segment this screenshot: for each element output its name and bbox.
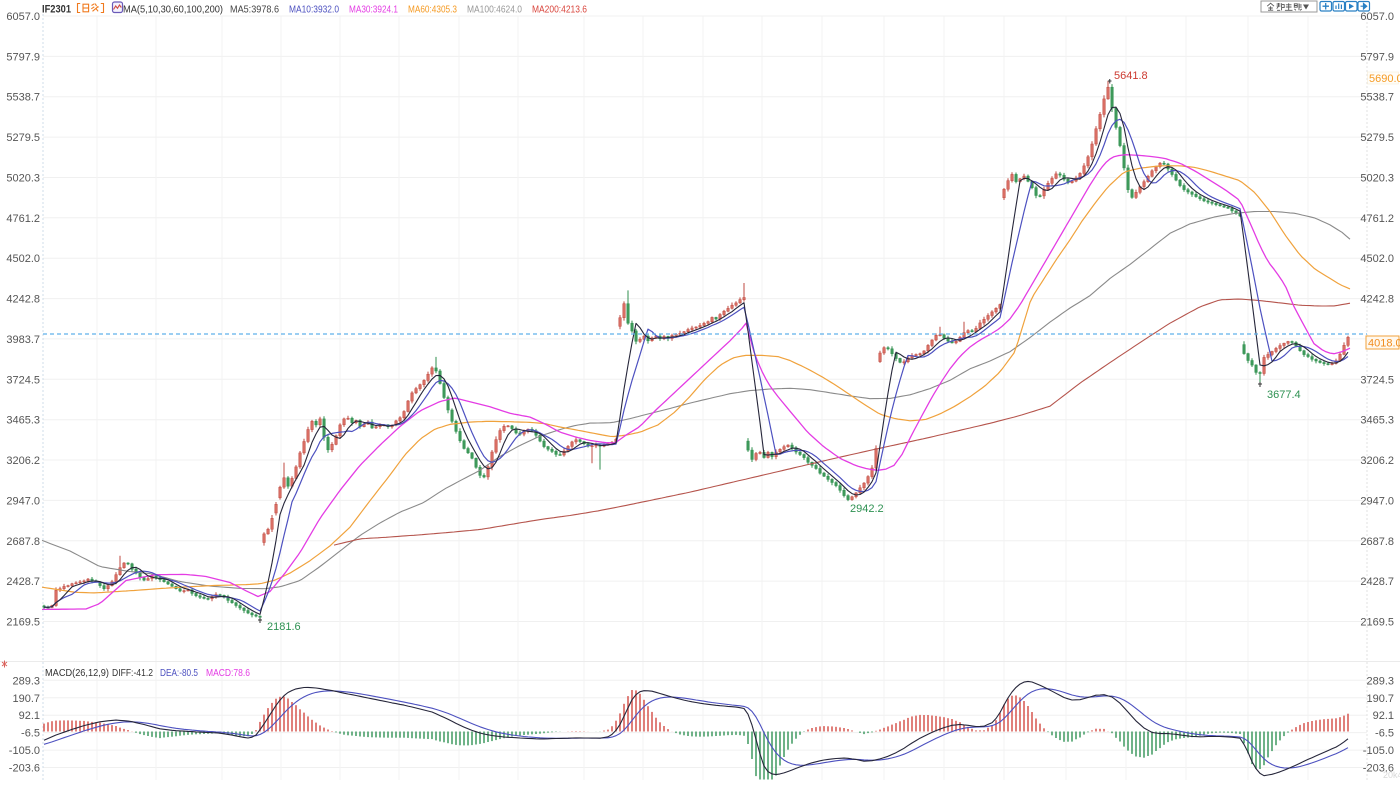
svg-text:6057.0: 6057.0 — [1360, 11, 1394, 23]
svg-text:-105.0: -105.0 — [9, 745, 40, 757]
svg-text:6057.0: 6057.0 — [6, 11, 40, 23]
svg-text:2947.0: 2947.0 — [1360, 495, 1394, 507]
svg-text:4502.0: 4502.0 — [6, 253, 40, 265]
svg-text:2942.2: 2942.2 — [850, 503, 884, 515]
svg-text:5538.7: 5538.7 — [1360, 92, 1394, 104]
svg-text:3724.5: 3724.5 — [6, 374, 40, 386]
svg-text:3677.4: 3677.4 — [1267, 389, 1301, 401]
svg-text:MA100:4624.0: MA100:4624.0 — [467, 4, 522, 16]
svg-text:MA(5,10,30,60,100,200): MA(5,10,30,60,100,200) — [123, 4, 223, 16]
svg-text:2687.8: 2687.8 — [6, 536, 40, 548]
svg-text:289.3: 289.3 — [1366, 675, 1394, 687]
svg-text:MA5:3978.6: MA5:3978.6 — [230, 4, 279, 16]
svg-text:MACD(26,12,9): MACD(26,12,9) — [45, 667, 109, 679]
svg-text:4242.8: 4242.8 — [1360, 294, 1394, 306]
svg-text:MA200:4213.6: MA200:4213.6 — [532, 4, 587, 16]
svg-text:-6.5: -6.5 — [1375, 728, 1394, 740]
svg-text:190.7: 190.7 — [1366, 693, 1394, 705]
svg-text:2687.8: 2687.8 — [1360, 536, 1394, 548]
svg-text:4761.2: 4761.2 — [6, 213, 40, 225]
svg-text:DEA:-80.5: DEA:-80.5 — [160, 667, 198, 679]
svg-text:DIFF:-41.2: DIFF:-41.2 — [112, 667, 153, 679]
svg-text:-105.0: -105.0 — [1363, 745, 1394, 757]
svg-text:5797.9: 5797.9 — [1360, 51, 1394, 63]
svg-text:3206.2: 3206.2 — [6, 455, 40, 467]
svg-text:3983.7: 3983.7 — [6, 334, 40, 346]
svg-text:MA10:3932.0: MA10:3932.0 — [289, 4, 339, 16]
svg-text:IF2301: IF2301 — [42, 4, 71, 16]
svg-text:2947.0: 2947.0 — [6, 495, 40, 507]
svg-text:-203.6: -203.6 — [9, 763, 40, 775]
svg-text:MA30:3924.1: MA30:3924.1 — [349, 4, 398, 16]
svg-text:4018.0: 4018.0 — [1368, 338, 1400, 350]
svg-text:289.3: 289.3 — [12, 675, 40, 687]
svg-text:2428.7: 2428.7 — [6, 576, 40, 588]
svg-text:4242.8: 4242.8 — [6, 294, 40, 306]
svg-text:3206.2: 3206.2 — [1360, 455, 1394, 467]
svg-text:3724.5: 3724.5 — [1360, 374, 1394, 386]
svg-text:5020.3: 5020.3 — [6, 173, 40, 185]
svg-text:2181.6: 2181.6 — [267, 621, 301, 633]
svg-text:5279.5: 5279.5 — [6, 132, 40, 144]
svg-text:4502.0: 4502.0 — [1360, 253, 1394, 265]
svg-text:MACD:78.6: MACD:78.6 — [206, 667, 250, 679]
svg-text:-6.5: -6.5 — [21, 728, 40, 740]
svg-text:MA60:4305.3: MA60:4305.3 — [408, 4, 457, 16]
svg-text:5020.3: 5020.3 — [1360, 173, 1394, 185]
svg-text:190.7: 190.7 — [12, 693, 40, 705]
svg-text:92.1: 92.1 — [19, 710, 40, 722]
svg-text:2169.5: 2169.5 — [6, 617, 40, 629]
svg-text:-203.6: -203.6 — [1363, 763, 1394, 775]
svg-text:5279.5: 5279.5 — [1360, 132, 1394, 144]
svg-text:3465.3: 3465.3 — [6, 415, 40, 427]
svg-text:20k4: 20k4 — [1383, 770, 1400, 780]
svg-text:92.1: 92.1 — [1373, 710, 1394, 722]
svg-text:5797.9: 5797.9 — [6, 51, 40, 63]
svg-text:3465.3: 3465.3 — [1360, 415, 1394, 427]
svg-text:5538.7: 5538.7 — [6, 92, 40, 104]
svg-text:5641.8: 5641.8 — [1114, 70, 1148, 82]
svg-text:4761.2: 4761.2 — [1360, 213, 1394, 225]
svg-text:2169.5: 2169.5 — [1360, 617, 1394, 629]
svg-text:2428.7: 2428.7 — [1360, 576, 1394, 588]
svg-text:5690.0: 5690.0 — [1369, 73, 1400, 85]
